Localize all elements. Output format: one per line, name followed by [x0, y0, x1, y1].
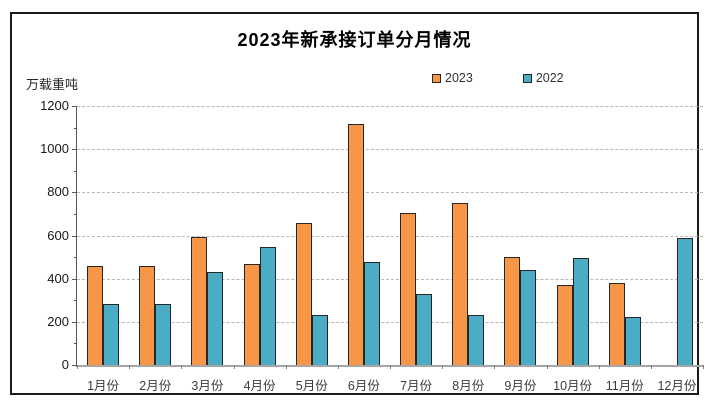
x-tick — [442, 365, 444, 369]
y-tick-label-600: 600 — [47, 227, 69, 243]
chart-frame: 2023年新承接订单分月情况 万载重吨 2023 2022 0 200 400 600 8… — [10, 12, 704, 395]
y-major-tick — [72, 235, 77, 237]
x-tick — [285, 365, 287, 369]
legend-item-2023: 2023 — [432, 71, 473, 85]
x-axis-label-6月份: 6月份 — [347, 379, 380, 393]
y-tick-label-200: 200 — [47, 313, 69, 329]
category-group-4月份 — [234, 106, 286, 365]
y-tick-label-0: 0 — [61, 357, 69, 372]
y-minor-tick — [74, 127, 77, 129]
y-major-tick — [72, 149, 77, 151]
x-axis-label-7月份: 7月份 — [400, 379, 433, 393]
gridline-1200 — [77, 106, 703, 107]
x-axis-label-2月份: 2月份 — [139, 379, 172, 393]
y-major-tick — [72, 278, 77, 280]
category-group-3月份 — [181, 106, 233, 365]
legend-label: 2023 — [445, 71, 473, 85]
chart-title: 2023年新承接订单分月情况 — [237, 30, 472, 50]
category-group-10月份 — [547, 106, 599, 365]
gridline-200 — [77, 321, 703, 323]
x-axis-label-3月份: 3月份 — [191, 379, 224, 393]
bar-2022-11月份 — [624, 317, 641, 365]
x-tick — [598, 365, 600, 369]
bar-2023-7月份 — [400, 213, 417, 365]
x-tick — [650, 365, 652, 369]
legend-swatch-2023 — [432, 73, 441, 83]
x-axis-label-11月份: 11月份 — [605, 379, 644, 393]
bar-2023-8月份 — [452, 203, 469, 365]
category-group-9月份 — [494, 106, 546, 365]
y-tick-label-1200: 1200 — [40, 98, 69, 113]
y-axis-unit-label: 万载重吨 — [26, 77, 79, 92]
gridline-1000 — [77, 149, 703, 151]
bar-2023-3月份 — [191, 237, 208, 365]
bar-2022-4月份 — [259, 247, 276, 365]
bar-2022-1月份 — [103, 304, 120, 365]
category-group-5月份 — [286, 106, 338, 365]
x-tick — [703, 365, 704, 369]
bar-2022-12月份 — [676, 238, 693, 365]
x-tick — [233, 365, 235, 369]
bar-2022-6月份 — [363, 262, 380, 365]
gridline-400 — [77, 278, 703, 280]
category-group-12月份 — [651, 106, 703, 365]
x-axis-label-12月份: 12月份 — [657, 379, 697, 393]
bar-2023-9月份 — [504, 257, 521, 365]
x-axis-label-4月份: 4月份 — [243, 379, 276, 393]
bar-2022-3月份 — [207, 272, 224, 365]
bar-2023-6月份 — [347, 124, 364, 365]
x-axis-label-9月份: 9月份 — [504, 379, 537, 393]
y-major-tick — [72, 106, 77, 107]
legend-swatch-2022 — [522, 73, 532, 83]
x-axis-label-5月份: 5月份 — [295, 379, 328, 393]
x-tick — [546, 365, 548, 369]
category-group-8月份 — [442, 106, 494, 365]
bar-groups — [77, 106, 703, 365]
y-major-tick — [72, 321, 77, 323]
y-tick-label-400: 400 — [47, 270, 69, 286]
gridline-800 — [77, 192, 703, 194]
x-tick — [77, 365, 78, 369]
y-tick-label-800: 800 — [47, 184, 69, 200]
y-major-tick — [72, 365, 77, 366]
legend: 2023 2022 — [432, 71, 564, 85]
plot-area: 0 200 400 600 800 1000 1200 1月份 2月份 3月份 4月份 5月份 6月份 7… — [40, 98, 704, 393]
bar-2023-10月份 — [556, 285, 573, 365]
legend-label: 2022 — [535, 71, 564, 85]
y-minor-tick — [74, 170, 77, 172]
category-group-1月份 — [77, 106, 129, 365]
y-major-tick — [72, 192, 77, 194]
y-tick-label-1000: 1000 — [40, 141, 69, 157]
bar-2022-8月份 — [468, 315, 485, 365]
y-minor-tick — [74, 257, 77, 259]
x-axis-label-10月份: 10月份 — [553, 379, 593, 393]
category-group-7月份 — [390, 106, 442, 365]
legend-item-2022: 2022 — [522, 71, 564, 85]
x-tick — [129, 365, 131, 369]
x-tick — [181, 365, 183, 369]
bar-2022-7月份 — [416, 294, 433, 365]
bar-2022-10月份 — [572, 258, 589, 365]
y-minor-tick — [74, 343, 77, 345]
y-minor-tick — [74, 213, 77, 215]
x-tick — [390, 365, 391, 369]
bar-2023-5月份 — [295, 223, 312, 365]
bar-2023-11月份 — [608, 283, 625, 365]
bar-2022-2月份 — [155, 304, 172, 365]
bar-2023-1月份 — [87, 266, 104, 365]
bar-2023-4月份 — [243, 264, 260, 365]
category-group-6月份 — [338, 106, 390, 365]
bar-2022-9月份 — [520, 270, 537, 365]
x-tick — [337, 365, 339, 369]
gridline-600 — [77, 235, 703, 237]
x-tick — [494, 365, 496, 369]
y-minor-tick — [74, 300, 77, 302]
x-axis-label-1月份: 1月份 — [87, 379, 120, 393]
bar-2023-2月份 — [139, 266, 156, 365]
category-group-2月份 — [129, 106, 181, 365]
bar-2022-5月份 — [311, 315, 328, 365]
x-axis-label-8月份: 8月份 — [452, 379, 485, 393]
category-group-11月份 — [599, 106, 651, 365]
